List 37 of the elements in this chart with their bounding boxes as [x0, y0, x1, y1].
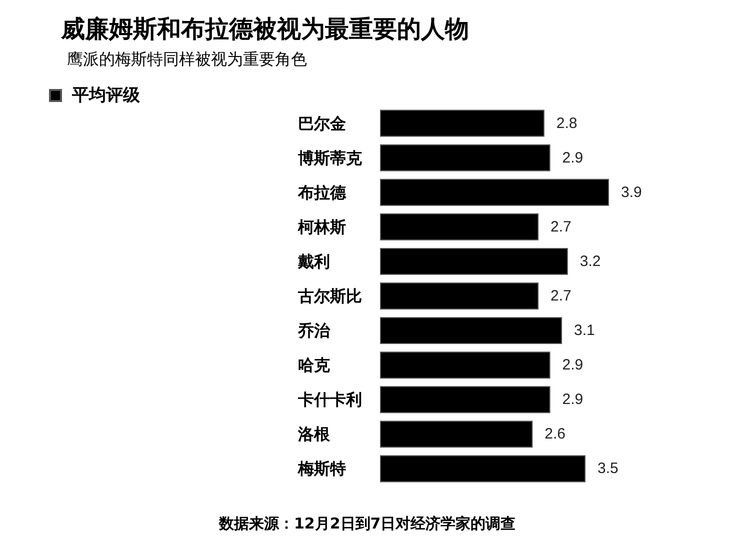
data-label: 2.9	[562, 149, 584, 166]
y-tick-label: 洛根	[297, 424, 331, 444]
y-tick-label: 布拉德	[297, 182, 347, 202]
data-label: 3.9	[621, 184, 642, 201]
y-tick-label: 哈克	[298, 356, 331, 375]
bar	[380, 213, 539, 240]
y-tick-label: 巴尔金	[298, 114, 346, 133]
bar	[380, 144, 550, 172]
y-tick-label: 梅斯特	[297, 459, 346, 478]
y-tick-label: 古尔斯比	[297, 286, 362, 306]
bar	[380, 282, 539, 310]
y-tick-label: 卡什卡利	[297, 390, 362, 410]
y-tick-label: 乔治	[297, 321, 331, 340]
data-label: 2.7	[550, 288, 572, 304]
data-label: 2.9	[562, 391, 584, 408]
legend-label: 平均评级	[71, 86, 141, 106]
data-label: 2.6	[544, 426, 566, 443]
data-label: 2.9	[562, 356, 584, 374]
source-note: 数据来源：12月2日到7日对经济学家的调查	[218, 514, 516, 532]
data-label: 3.1	[574, 322, 595, 340]
data-label: 3.2	[580, 252, 601, 270]
text: 鹰派的梅斯特同样被视为重要角色	[67, 50, 307, 68]
data-label: 2.7	[550, 218, 572, 236]
bar	[380, 317, 562, 344]
bar	[380, 110, 544, 137]
bar	[380, 352, 550, 379]
bar	[380, 386, 550, 414]
y-tick-label: 戴利	[297, 252, 330, 271]
data-label: 2.8	[556, 114, 578, 132]
bar	[380, 455, 586, 482]
bar	[380, 178, 609, 206]
bar	[380, 248, 568, 275]
y-tick-label: 博斯蒂克	[297, 148, 363, 168]
chart-title: 威廉姆斯和布拉德被视为最重要的人物	[60, 15, 469, 43]
bar	[380, 420, 533, 448]
data-label: 3.5	[598, 460, 618, 478]
y-tick-label: 柯林斯	[297, 217, 346, 236]
